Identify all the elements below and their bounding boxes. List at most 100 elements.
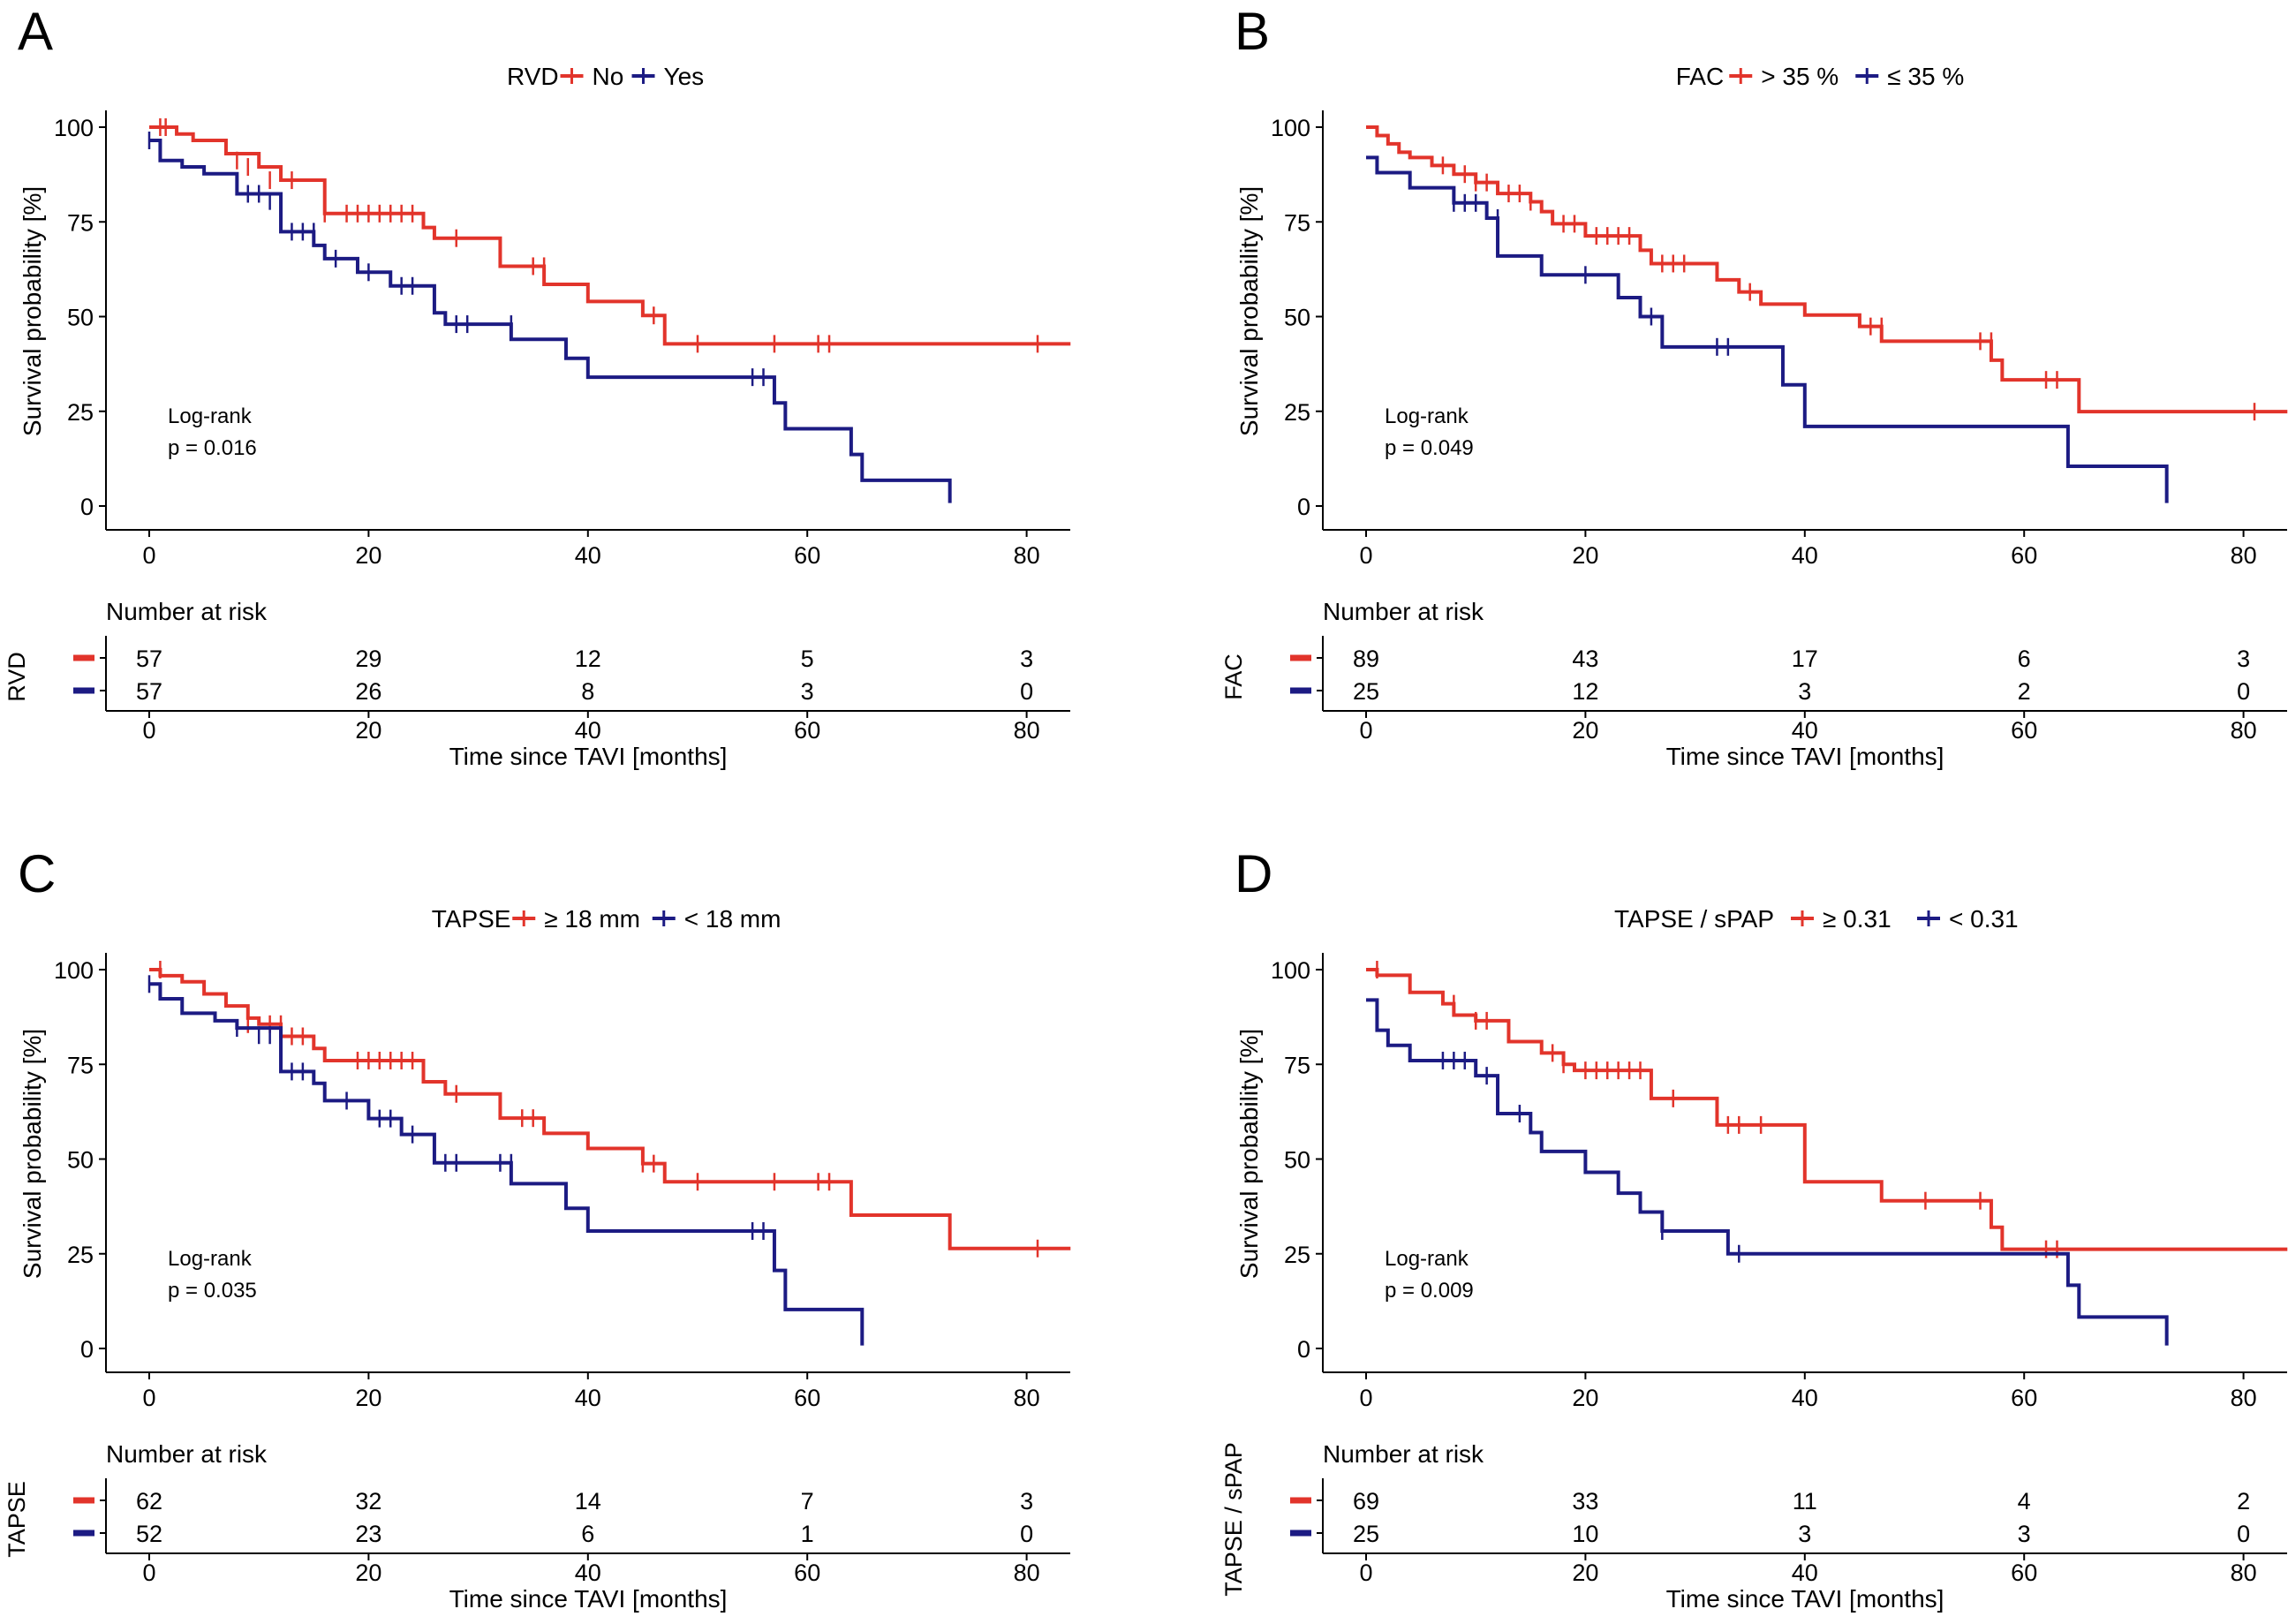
legend-label: No [593, 63, 624, 90]
risk-table-tick-label: 80 [1014, 717, 1040, 744]
risk-table-tick-label: 60 [794, 1560, 820, 1586]
x-tick-label: 20 [355, 542, 381, 569]
risk-table-tick-label: 20 [355, 1560, 381, 1586]
legend-title: RVD [507, 63, 559, 90]
x-tick-label: 0 [1359, 1385, 1372, 1411]
risk-count-red: 57 [136, 646, 162, 672]
risk-count-red: 3 [1020, 1488, 1033, 1514]
risk-table-tick-label: 0 [1359, 717, 1372, 744]
risk-count-blue: 3 [1798, 678, 1811, 705]
y-tick-label: 100 [1271, 115, 1310, 141]
risk-table-ylabel: TAPSE / sPAP [1220, 1442, 1247, 1597]
y-tick-label: 0 [80, 494, 94, 520]
x-axis-label: Time since TAVI [months] [449, 1585, 728, 1613]
risk-count-blue: 0 [1020, 678, 1033, 705]
y-tick-label: 100 [54, 115, 94, 141]
risk-count-red: 89 [1353, 646, 1379, 672]
logrank-pvalue: p = 0.016 [168, 436, 257, 460]
panel-letter: A [18, 2, 53, 61]
y-tick-label: 25 [67, 399, 94, 426]
risk-table-tick-label: 0 [142, 717, 155, 744]
risk-table-tick-label: 40 [575, 717, 601, 744]
risk-table-tick-label: 20 [355, 717, 381, 744]
panel-letter: D [1235, 844, 1272, 903]
legend-label: > 35 % [1761, 63, 1839, 90]
risk-count-blue: 6 [581, 1521, 594, 1547]
risk-count-red: 29 [355, 646, 381, 672]
risk-count-blue: 0 [2237, 1521, 2250, 1547]
legend-key-blue: < 18 mm [652, 905, 781, 933]
logrank-label: Log-rank [1385, 1247, 1469, 1271]
risk-count-red: 5 [801, 646, 814, 672]
y-tick-label: 50 [1284, 1147, 1310, 1174]
legend-key-red: No [560, 63, 624, 90]
risk-count-blue: 25 [1353, 1521, 1379, 1547]
legend-key-red: ≥ 0.31 [1791, 905, 1892, 933]
y-tick-label: 75 [67, 1052, 94, 1078]
risk-count-blue: 23 [355, 1521, 381, 1547]
risk-count-blue: 1 [801, 1521, 814, 1547]
x-tick-label: 40 [1792, 1385, 1818, 1411]
legend-title: TAPSE / sPAP [1614, 905, 1774, 933]
y-axis-label: Survival probability [%] [1235, 1029, 1263, 1279]
logrank-label: Log-rank [1385, 404, 1469, 428]
x-tick-label: 20 [1572, 1385, 1598, 1411]
x-tick-label: 60 [2011, 542, 2037, 569]
legend-key-red: > 35 % [1729, 63, 1839, 90]
x-axis-label: Time since TAVI [months] [1666, 1585, 1944, 1613]
legend: RVD No Yes [507, 63, 704, 90]
risk-table-tick-label: 40 [1792, 1560, 1818, 1586]
x-tick-label: 60 [794, 1385, 820, 1411]
risk-count-red: 69 [1353, 1488, 1379, 1514]
survival-curve-blue [1366, 155, 2169, 503]
risk-count-blue: 0 [1020, 1521, 1033, 1547]
legend: FAC > 35 % ≤ 35 % [1676, 63, 1964, 90]
legend-label: < 0.31 [1949, 905, 2019, 933]
risk-table-tick-label: 60 [2011, 717, 2037, 744]
risk-count-blue: 3 [801, 678, 814, 705]
risk-table-title: Number at risk [106, 598, 268, 625]
legend-key-blue: Yes [631, 63, 704, 90]
risk-table-tick-label: 20 [1572, 717, 1598, 744]
risk-table-title: Number at risk [1323, 1440, 1484, 1468]
survival-curve-blue [149, 982, 865, 1346]
risk-count-blue: 3 [1798, 1521, 1811, 1547]
risk-count-red: 14 [575, 1488, 601, 1514]
logrank-label: Log-rank [168, 1247, 253, 1271]
survival-curve-red [149, 125, 1071, 346]
risk-table-tick-label: 0 [142, 1560, 155, 1586]
x-tick-label: 40 [575, 542, 601, 569]
risk-table-ylabel: RVD [4, 652, 30, 702]
x-tick-label: 20 [1572, 542, 1598, 569]
x-tick-label: 40 [1792, 542, 1818, 569]
panel-letter: B [1235, 2, 1270, 61]
chart-panel-c: C TAPSE ≥ 18 mm < 18 mm Survival probability… [4, 844, 1071, 1613]
risk-table-tick-label: 0 [1359, 1560, 1372, 1586]
y-axis-label: Survival probability [%] [1235, 186, 1263, 436]
y-tick-label: 75 [1284, 1052, 1310, 1078]
risk-count-blue: 0 [2237, 678, 2250, 705]
risk-count-red: 32 [355, 1488, 381, 1514]
y-tick-label: 25 [1284, 399, 1310, 426]
risk-count-red: 6 [2018, 646, 2031, 672]
risk-count-blue: 10 [1572, 1521, 1598, 1547]
x-tick-label: 80 [2231, 1385, 2257, 1411]
risk-count-blue: 2 [2018, 678, 2031, 705]
risk-count-red: 4 [2018, 1488, 2031, 1514]
y-tick-label: 75 [1284, 209, 1310, 236]
x-tick-label: 20 [355, 1385, 381, 1411]
risk-table-tick-label: 80 [2231, 1560, 2257, 1586]
survival-curve-red [1366, 125, 2288, 414]
risk-count-red: 3 [1020, 646, 1033, 672]
panel-letter: C [18, 844, 56, 903]
x-tick-label: 0 [142, 542, 155, 569]
risk-count-blue: 57 [136, 678, 162, 705]
logrank-pvalue: p = 0.035 [168, 1279, 257, 1303]
survival-curve-red [1366, 968, 2288, 1251]
risk-table-tick-label: 40 [575, 1560, 601, 1586]
legend-label: ≤ 35 % [1887, 63, 1964, 90]
legend-key-blue: < 0.31 [1917, 905, 2019, 933]
y-axis-label: Survival probability [%] [19, 186, 46, 436]
